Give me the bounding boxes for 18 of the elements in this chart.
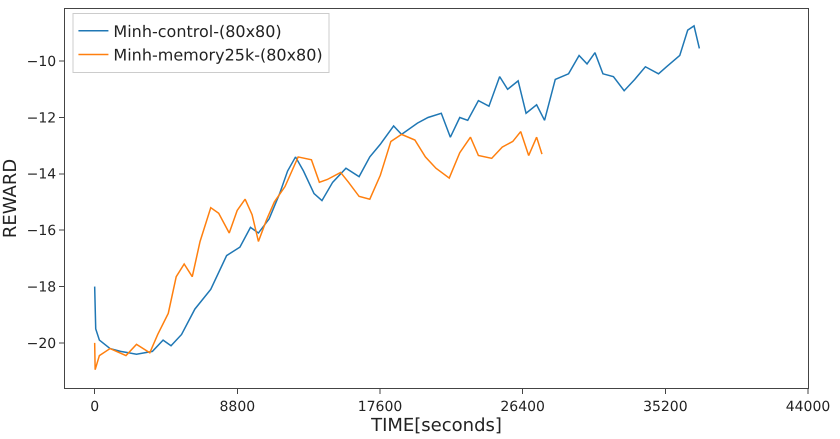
legend-label: Minh-control-(80x80) xyxy=(113,22,282,41)
y-tick-label: −16 xyxy=(26,223,56,240)
x-axis-title: TIME[seconds] xyxy=(370,414,502,436)
y-tick-label: −10 xyxy=(26,54,56,70)
y-tick-label: −14 xyxy=(26,166,56,183)
x-tick-label: 26400 xyxy=(500,398,545,415)
x-tick-label: 8800 xyxy=(220,398,256,415)
x-tick-label: 0 xyxy=(90,398,100,415)
line-series xyxy=(94,25,700,355)
x-tick-label: 35200 xyxy=(643,398,688,415)
x-tick-label: 44000 xyxy=(786,398,830,415)
y-tick-label: −12 xyxy=(26,110,56,126)
y-tick-label: −20 xyxy=(26,336,56,352)
y-axis-title: REWARD xyxy=(0,158,21,238)
x-tick-label: 17600 xyxy=(358,398,402,415)
y-tick-label: −18 xyxy=(26,279,56,296)
legend-label: Minh-memory25k-(80x80) xyxy=(113,46,323,65)
line-series xyxy=(94,130,543,370)
